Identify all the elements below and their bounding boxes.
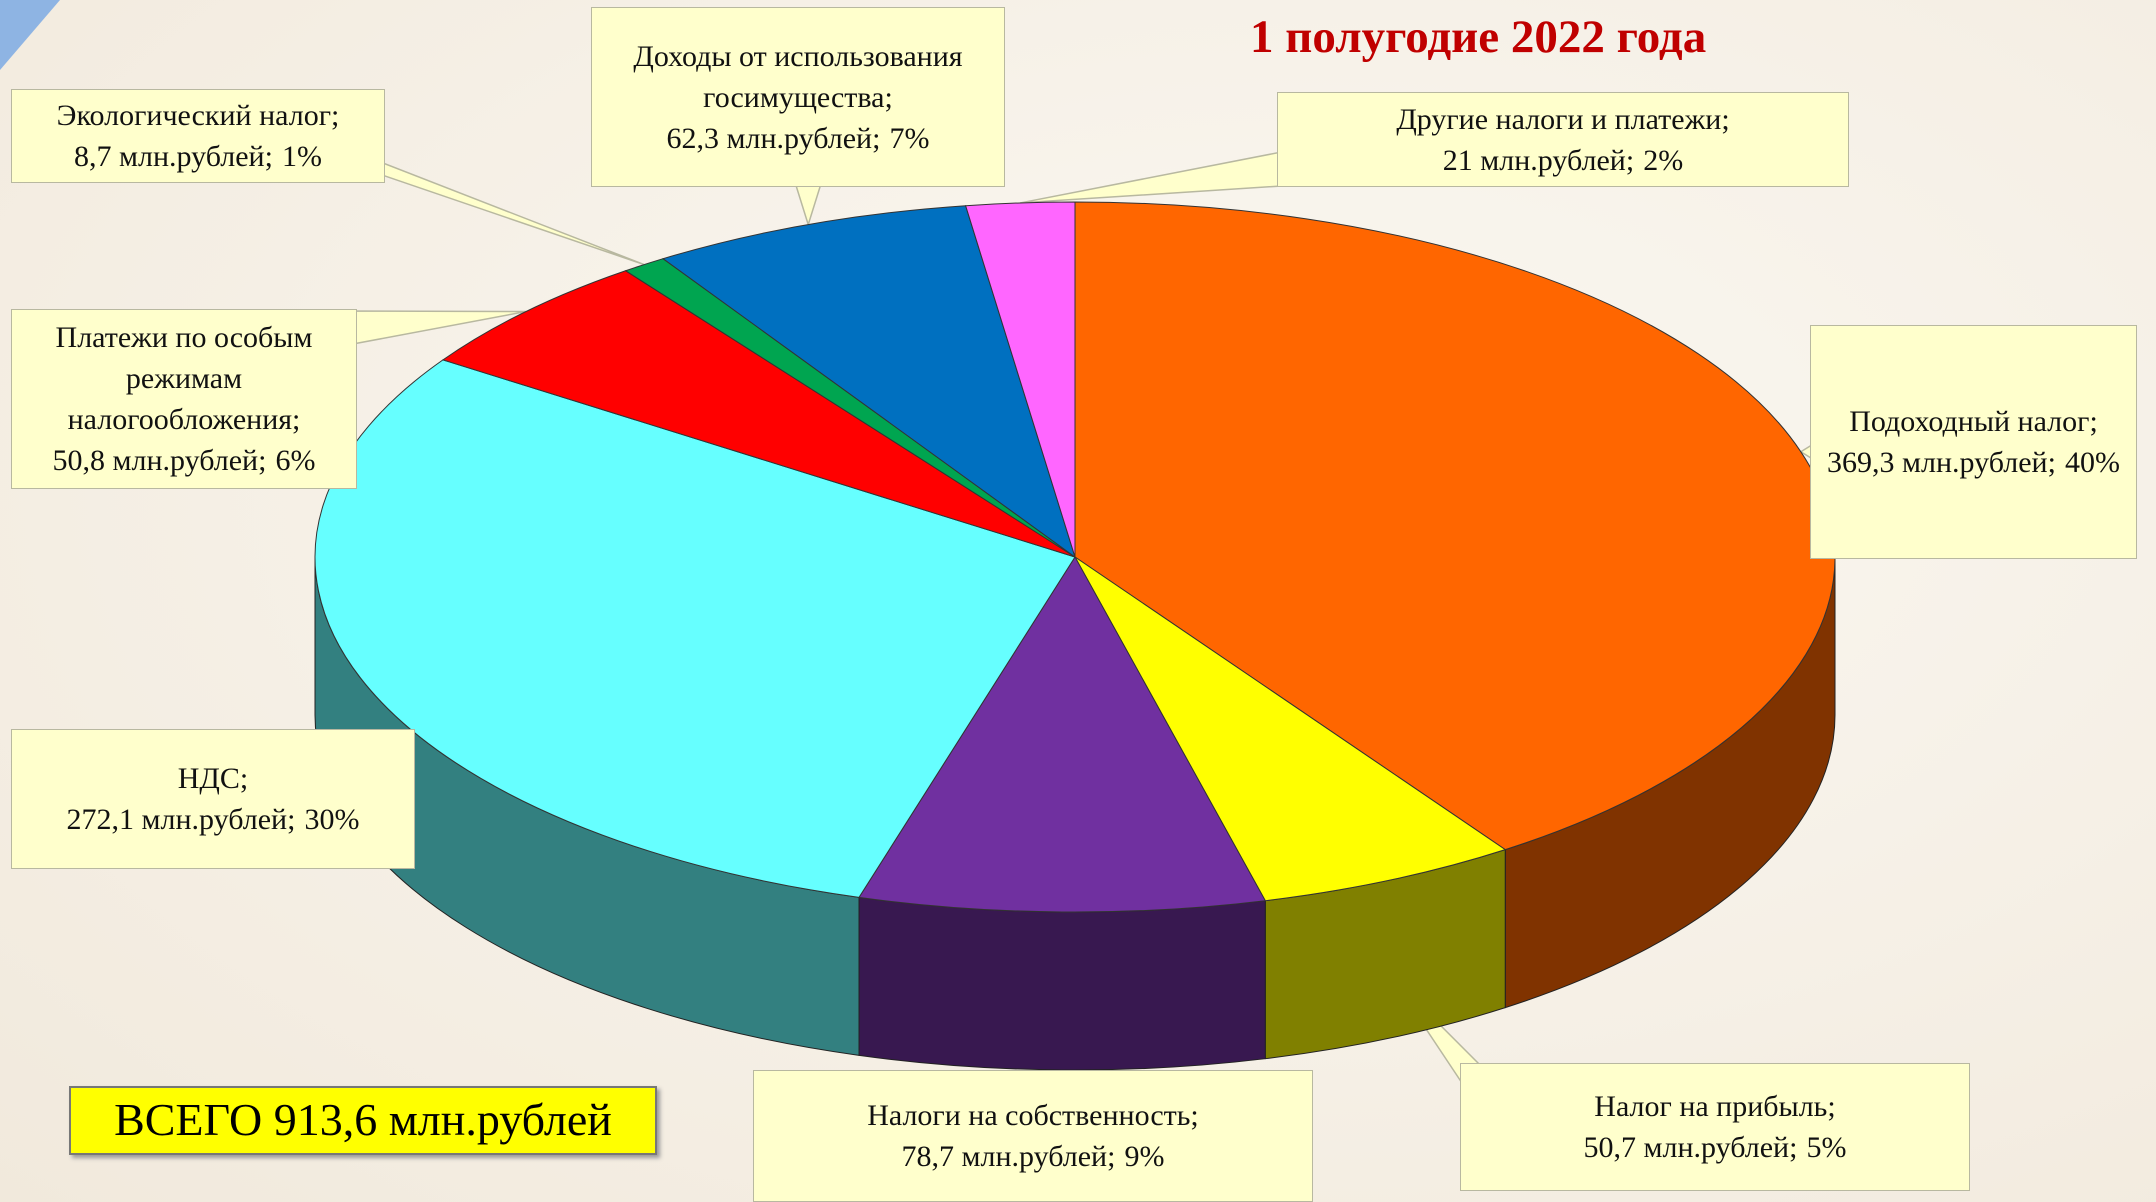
data-label: Платежи по особым режимам налогообложени… [11, 309, 357, 489]
slice [858, 556, 1267, 913]
category-label: Доходы от использования госимущества; [633, 39, 963, 114]
value-label: 272,1 млн.рублей; [66, 803, 296, 836]
value-label: 369,3 млн.рублей; [1827, 446, 2056, 479]
value-label: 50,7 млн.рублей; [1583, 1131, 1798, 1164]
slice-side [858, 896, 1266, 1071]
share-label: 9% [1124, 1140, 1165, 1173]
callout-pointer [1020, 148, 1298, 204]
share-label: 2% [1643, 143, 1684, 177]
value-label: 62,3 млн.рублей; [666, 121, 881, 155]
total-annotation: ВСЕГО 913,6 млн.рублей [69, 1086, 657, 1155]
share-label: 6% [275, 444, 316, 477]
category-label: Налог на прибыль; [1594, 1090, 1836, 1123]
data-label: НДС; 272,1 млн.рублей; 30% [11, 729, 415, 869]
category-label: Платежи по особым режимам налогообложени… [55, 321, 313, 436]
data-label: Доходы от использования госимущества; 62,… [591, 7, 1005, 187]
chart-title: 1 полугодие 2022 года [1250, 11, 1707, 63]
data-label: Подоходный налог; 369,3 млн.рублей; 40% [1810, 325, 2137, 559]
data-label: Налоги на собственность; 78,7 млн.рублей;… [753, 1070, 1313, 1202]
value-label: 8,7 млн.рублей; [74, 140, 273, 173]
data-label: Экологический налог; 8,7 млн.рублей; 1% [11, 89, 385, 183]
value-label: 21 млн.рублей; [1442, 143, 1635, 177]
share-label: 1% [281, 140, 322, 173]
category-label: Другие налоги и платежи; [1396, 102, 1730, 136]
decoration [0, 0, 60, 70]
slice [1074, 556, 1507, 902]
category-label: Налоги на собственность; [867, 1099, 1199, 1132]
data-label: Другие налоги и платежи; 21 млн.рублей; 2% [1277, 92, 1849, 187]
category-label: Подоходный налог; [1849, 405, 2098, 438]
category-label: Экологический налог; [56, 99, 340, 132]
category-label: НДС; [177, 762, 249, 795]
value-label: 78,7 млн.рублей; [901, 1140, 1116, 1173]
share-label: 7% [889, 121, 930, 155]
share-label: 5% [1806, 1131, 1847, 1164]
slice [1074, 201, 1836, 851]
data-label: Налог на прибыль; 50,7 млн.рублей; 5% [1460, 1063, 1970, 1191]
value-label: 50,8 млн.рублей; [52, 444, 267, 477]
share-label: 40% [2064, 446, 2120, 479]
slice [441, 270, 1076, 558]
slice [661, 205, 1076, 559]
slice [964, 201, 1076, 558]
share-label: 30% [304, 803, 360, 836]
